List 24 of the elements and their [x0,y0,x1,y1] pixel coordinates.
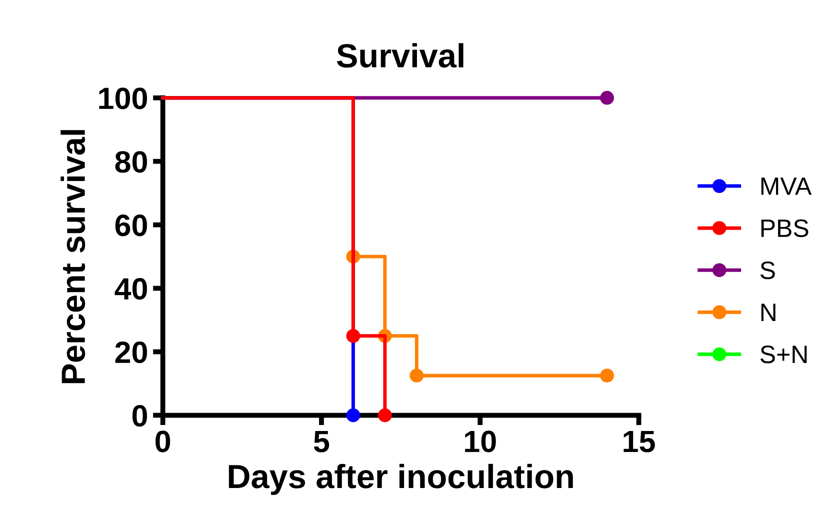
x-tick-label: 5 [314,430,330,452]
point [600,90,614,105]
point [378,408,392,422]
y-axis-title: Percent survival [60,130,86,384]
legend-label: PBS [761,219,808,238]
point [600,368,614,383]
y-tick-label: 80 [115,151,147,173]
point [410,368,424,383]
x-tick-label: 10 [465,430,496,452]
y-tick-label: 100 [99,88,147,110]
x-tick-label: 15 [624,430,655,452]
x-axis-title: Days after inoculation [228,464,573,495]
point [346,328,360,343]
y-tick-label: 60 [115,214,147,236]
y-tick-label: 40 [114,278,147,300]
chart-title: Survival [336,43,464,68]
legend-label: S [760,261,775,280]
x-tick-label: 0 [156,430,170,452]
y-tick-label: 0 [132,405,147,427]
legend-label: S+N [760,346,807,364]
legend-label: MVA [761,178,812,195]
legend-label: N [761,304,776,321]
point [346,408,360,422]
y-tick-label: 20 [115,342,147,364]
